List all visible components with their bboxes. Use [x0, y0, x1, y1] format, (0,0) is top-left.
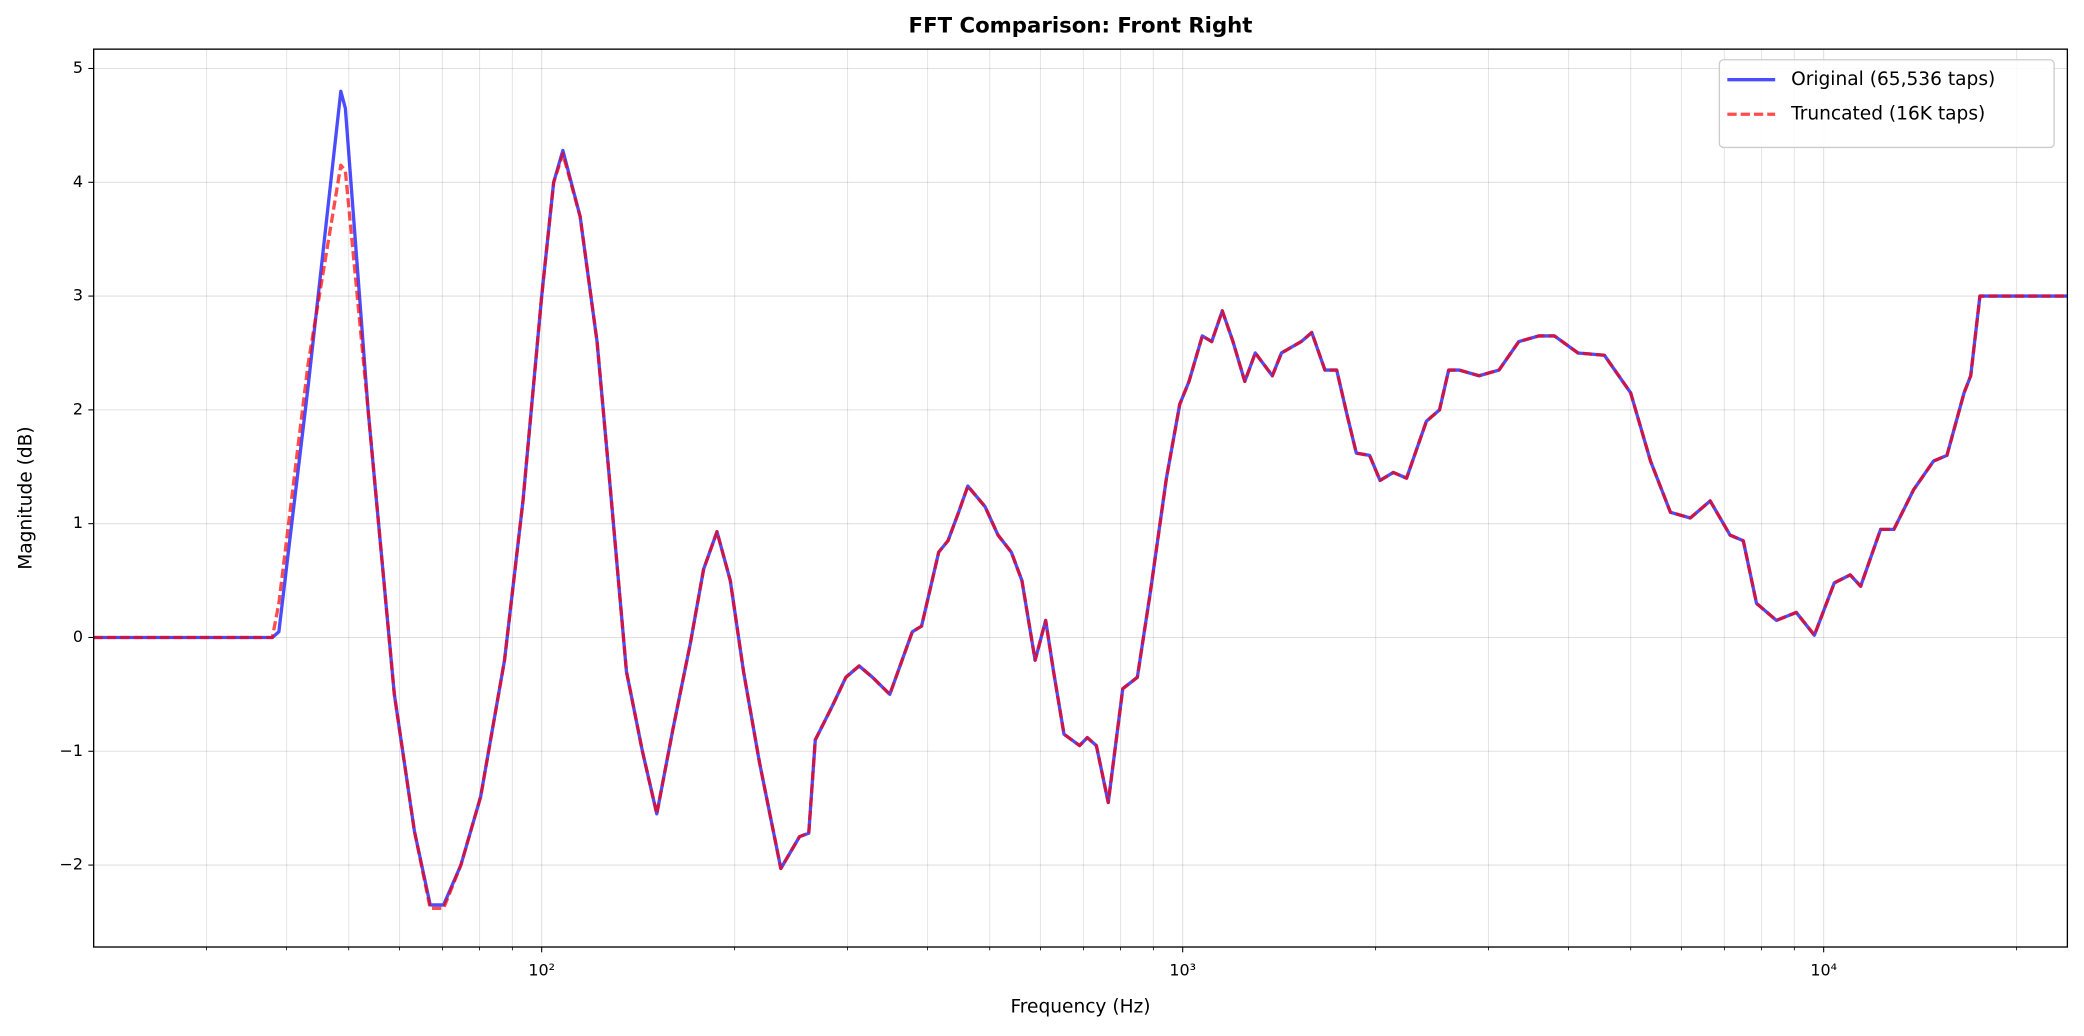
- legend-label: Truncated (16K taps): [1790, 104, 1985, 125]
- legend-box: [1718, 59, 2055, 149]
- x-tick-label: 10²: [528, 960, 555, 979]
- y-tick-label: 2: [73, 399, 83, 418]
- y-axis-label: Magnitude (dB): [15, 426, 36, 569]
- series-line: [93, 89, 2068, 907]
- series-line: [93, 152, 2068, 910]
- y-tick-label: −2: [60, 855, 83, 874]
- plot-frame: [92, 48, 2069, 948]
- x-tick-label: 10³: [1169, 960, 1196, 979]
- x-axis-label: Frequency (Hz): [1010, 996, 1150, 1017]
- y-tick-label: 3: [73, 286, 83, 305]
- legend-label: Original (65,536 taps): [1791, 69, 1995, 90]
- y-tick-label: 0: [73, 627, 83, 646]
- y-tick-label: 5: [73, 58, 83, 77]
- x-tick-label: 10⁴: [1810, 960, 1837, 979]
- y-tick-label: −1: [60, 741, 83, 760]
- y-tick-label: 1: [73, 513, 83, 532]
- chart-title: FFT Comparison: Front Right: [909, 14, 1253, 39]
- y-tick-label: 4: [73, 172, 83, 191]
